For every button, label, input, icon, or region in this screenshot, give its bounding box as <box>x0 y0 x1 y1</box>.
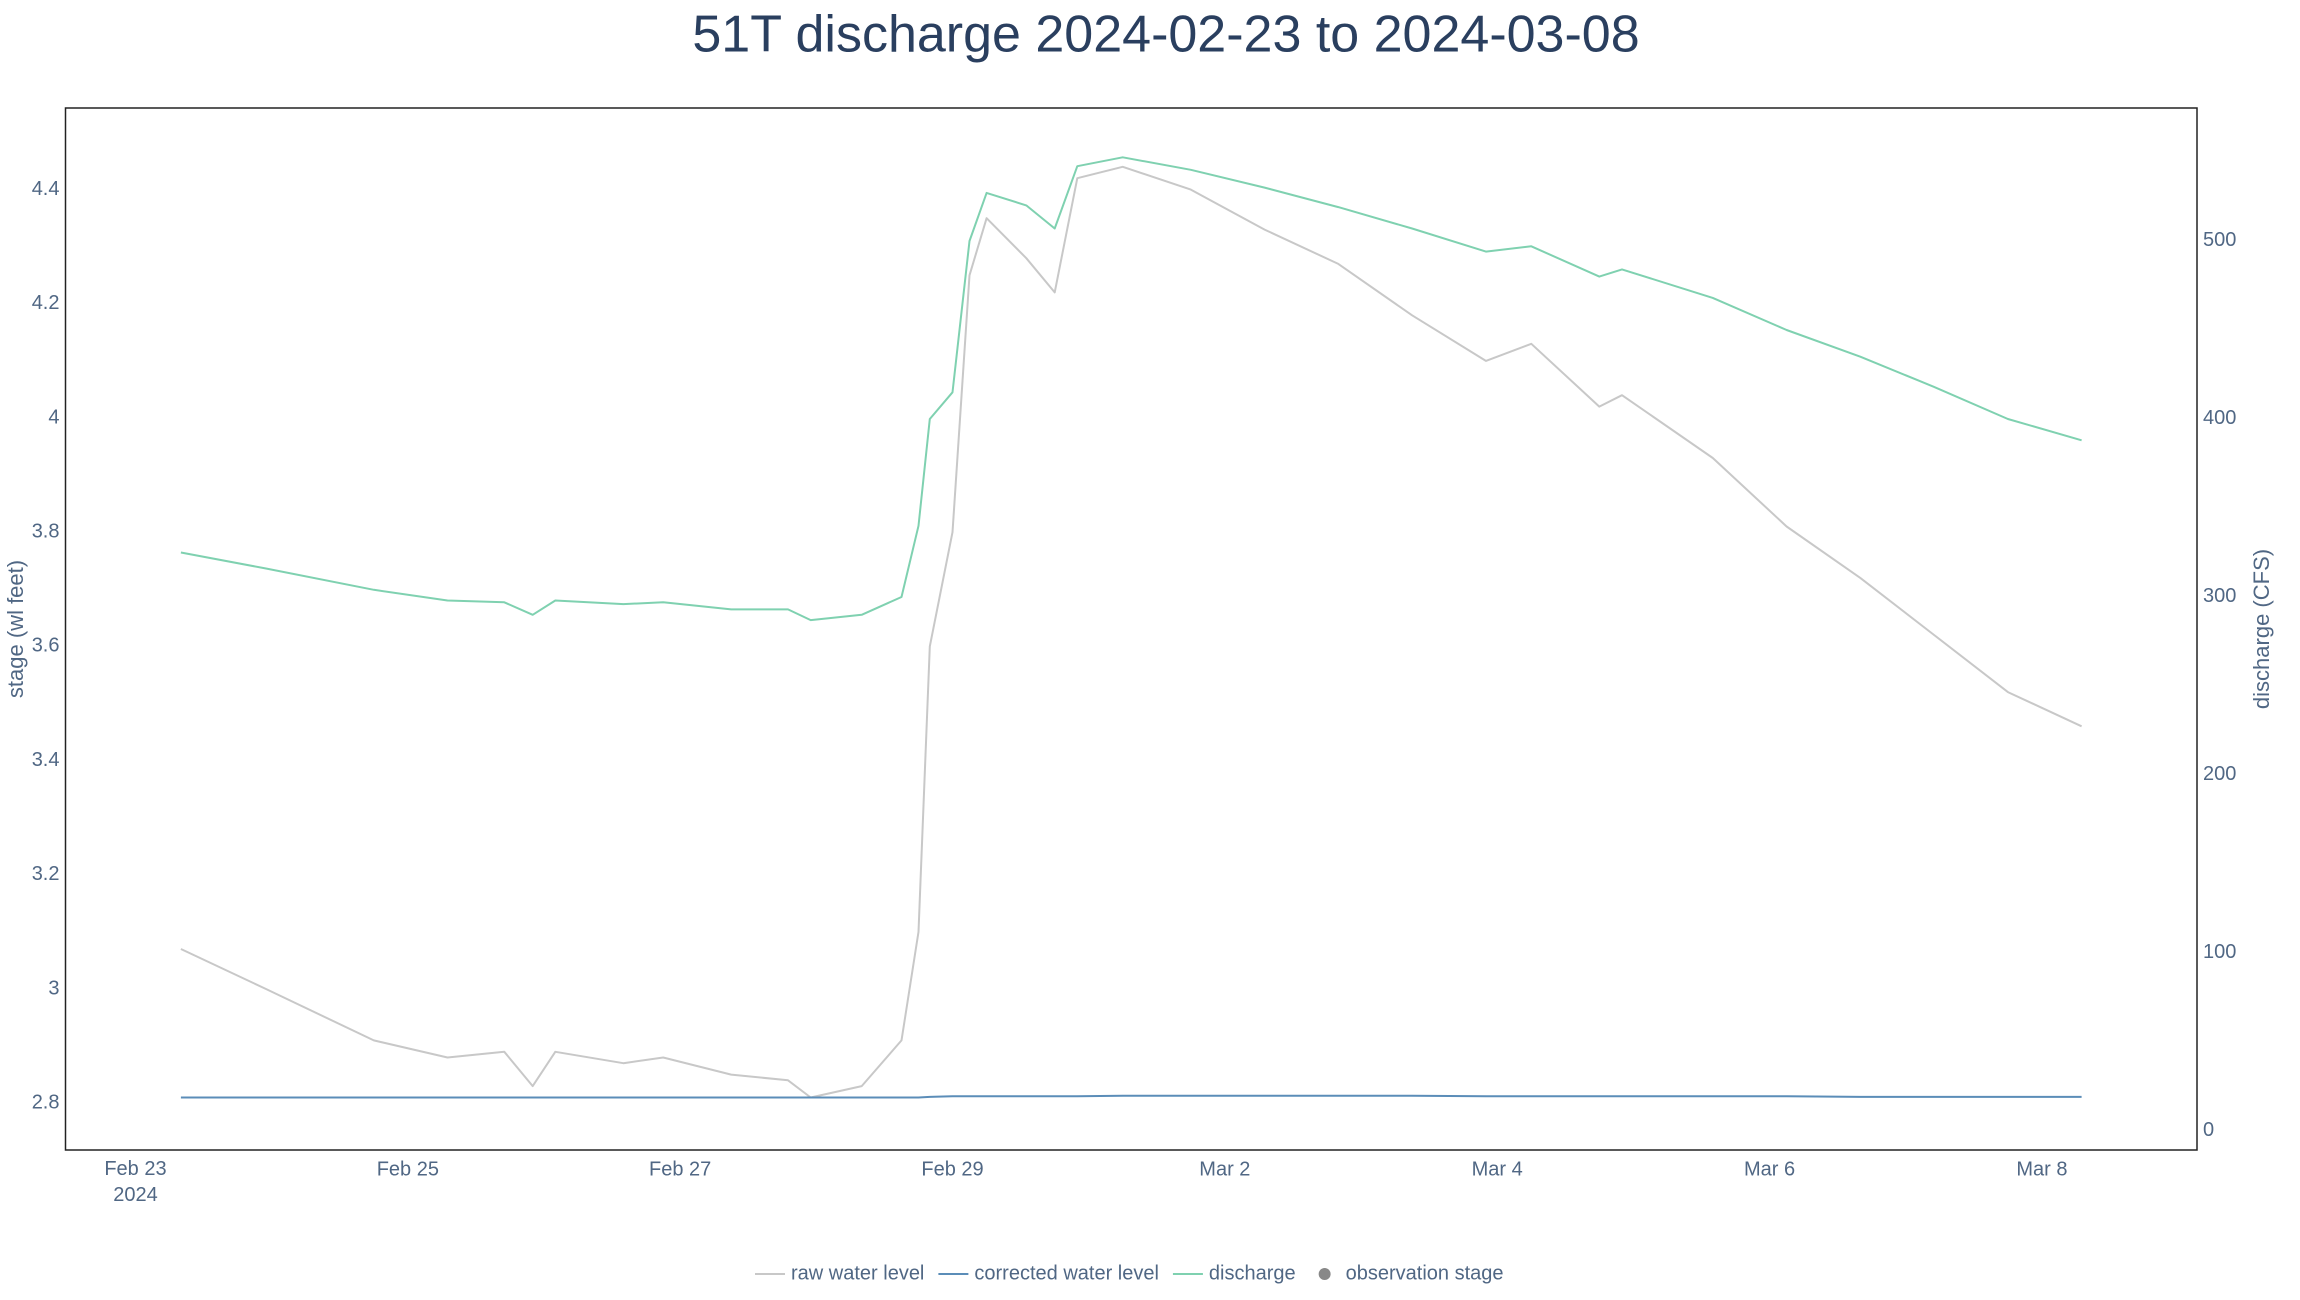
series-line <box>180 1094 2082 1099</box>
y-tick-label: 4.4 <box>32 178 60 200</box>
y2-tick-label: 200 <box>2203 763 2236 785</box>
series-line <box>180 156 2082 622</box>
y-tick-label: 3.4 <box>32 749 60 771</box>
x-tick-label: Mar 4 <box>1472 1158 1523 1180</box>
y-tick-label: 2.8 <box>32 1091 60 1113</box>
x-tick-label: Mar 2 <box>1199 1158 1250 1180</box>
legend-label: corrected water level <box>974 1262 1159 1284</box>
y-tick-label: 3.6 <box>32 635 60 657</box>
x-tick-label: Mar 6 <box>1744 1158 1795 1180</box>
x-tick-label: Feb 23 2024 <box>104 1158 166 1206</box>
legend-label: discharge <box>1209 1262 1296 1284</box>
x-tick-label: Feb 27 <box>649 1158 711 1180</box>
x-tick-label: Feb 25 <box>377 1158 439 1180</box>
y2-tick-label: 0 <box>2203 1119 2214 1141</box>
y2-tick-label: 500 <box>2203 229 2236 251</box>
y-tick-label: 3 <box>48 977 59 999</box>
y-tick-label: 4 <box>48 406 59 428</box>
y-tick-label: 3.2 <box>32 863 60 885</box>
y-tick-label: 3.8 <box>32 521 60 543</box>
x-tick-label: Feb 29 <box>921 1158 983 1180</box>
y-axis-title: stage (wl feet) <box>3 560 28 698</box>
x-tick-label: Mar 8 <box>2016 1158 2067 1180</box>
y2-tick-label: 300 <box>2203 585 2236 607</box>
y-tick-label: 4.2 <box>32 292 60 314</box>
y2-tick-label: 400 <box>2203 407 2236 429</box>
legend-marker <box>1318 1268 1331 1280</box>
plot-frame <box>64 107 2198 1151</box>
y2-axis-title: discharge (CFS) <box>2249 549 2274 709</box>
chart-title: 51T discharge 2024-02-23 to 2024-03-08 <box>692 6 1639 64</box>
legend-label: raw water level <box>791 1262 924 1284</box>
y2-tick-label: 100 <box>2203 941 2236 963</box>
legend-label: observation stage <box>1346 1262 1504 1284</box>
series-line <box>180 165 2083 1099</box>
